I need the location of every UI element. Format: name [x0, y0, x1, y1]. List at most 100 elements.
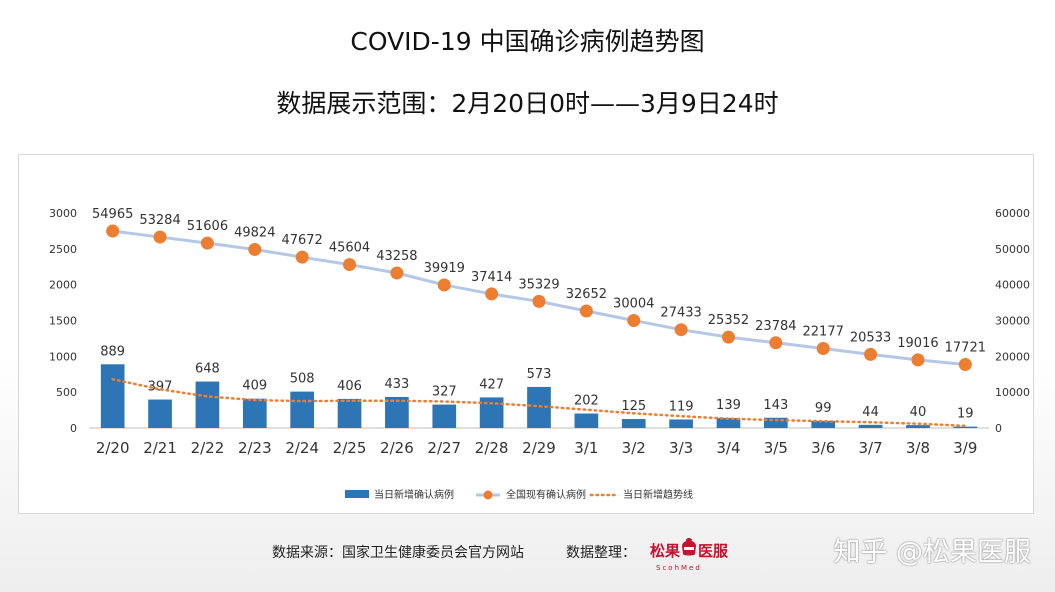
line-value-label: 47672	[281, 233, 322, 248]
bar	[858, 424, 883, 428]
x-tick-label: 3/6	[811, 439, 835, 457]
legend-swatch-bar	[345, 490, 369, 498]
bar-value-label: 125	[621, 399, 646, 414]
line-value-label: 20533	[850, 330, 891, 345]
x-tick-label: 2/20	[96, 439, 130, 457]
chart-card: 3000 2500 2000 1500 1000 500 0 60000 50000 40000 3…	[18, 154, 1034, 514]
line-point	[864, 347, 878, 361]
data-source-label: 数据来源：国家卫生健康委员会官方网站	[272, 545, 524, 561]
bar-value-label: 573	[527, 367, 552, 382]
legend-swatch-marker	[483, 490, 493, 500]
bar-value-label: 19	[957, 407, 974, 422]
line-value-label: 51606	[187, 219, 228, 234]
organizer-label: 数据整理：	[566, 545, 636, 561]
y-right-tick-label: 50000	[995, 243, 1030, 256]
bar	[337, 398, 362, 428]
line-value-label: 30004	[613, 296, 654, 311]
chart-subtitle: 数据展示范围：2月20日0时——3月9日24时	[276, 89, 779, 118]
bar	[195, 381, 220, 428]
bar	[148, 399, 172, 428]
bar-value-label: 202	[574, 394, 599, 409]
bar-value-label: 143	[763, 398, 788, 413]
line-value-label: 39919	[424, 261, 465, 276]
bar	[669, 419, 693, 428]
x-tick-label: 3/2	[622, 439, 646, 457]
line-point	[437, 278, 451, 292]
bar-value-label: 139	[716, 398, 741, 413]
bar-value-label: 406	[337, 379, 362, 394]
line-value-label: 35329	[518, 277, 559, 292]
line-value-label: 37414	[471, 270, 512, 285]
x-tick-label: 2/25	[333, 439, 367, 457]
bar-value-label: 433	[384, 377, 409, 392]
line-value-label: 22177	[803, 325, 844, 340]
watermark: 知乎 @松果医服	[833, 537, 1031, 568]
x-tick-label: 3/8	[906, 439, 930, 457]
line-point	[579, 304, 593, 318]
x-tick-label: 2/28	[475, 439, 509, 457]
bar	[527, 386, 551, 428]
y-left-tick-label: 2000	[49, 279, 77, 292]
bar-value-label: 119	[669, 399, 694, 414]
line-value-label: 23784	[755, 319, 796, 334]
chart-title: COVID-19 中国确诊病例趋势图	[350, 27, 705, 56]
line-point	[674, 323, 688, 337]
bar	[621, 419, 646, 428]
y-left-tick-label: 500	[56, 386, 77, 399]
bar	[479, 397, 504, 428]
line-value-label: 49824	[234, 225, 275, 240]
x-tick-label: 2/22	[191, 439, 225, 457]
x-tick-label: 2/23	[238, 439, 272, 457]
line-point	[390, 266, 404, 280]
bar-value-label: 508	[290, 372, 315, 387]
bar-value-label: 44	[862, 405, 879, 420]
line-point	[106, 224, 120, 238]
bar	[385, 396, 409, 428]
x-tick-label: 3/4	[716, 439, 740, 457]
y-left-tick-label: 0	[70, 422, 77, 435]
y-left-tick-label: 1500	[49, 315, 77, 328]
y-right-tick-label: 30000	[995, 315, 1030, 328]
line-point	[200, 236, 214, 250]
x-tick-label: 2/27	[427, 439, 461, 457]
y-right-tick-label: 10000	[995, 386, 1030, 399]
bar	[290, 391, 314, 428]
legend-label-trend: 当日新增趋势线	[623, 488, 693, 501]
legend-label-line: 全国现有确认病例	[506, 488, 586, 501]
bar	[242, 398, 267, 428]
bar	[100, 364, 125, 428]
line-value-label: 53284	[139, 213, 180, 228]
y-right-tick-label: 0	[995, 422, 1002, 435]
line-point	[958, 357, 972, 371]
bar-value-label: 409	[242, 379, 267, 394]
line-point	[816, 342, 830, 356]
x-tick-label: 2/24	[285, 439, 319, 457]
line-value-label: 45604	[329, 241, 370, 256]
scohmed-logo: 松果 医服 ScohMed	[650, 536, 730, 576]
line-point	[532, 294, 546, 308]
bar	[811, 420, 836, 428]
line-value-label: 27433	[660, 306, 701, 321]
line-point	[295, 250, 309, 264]
x-tick-label: 3/9	[953, 439, 977, 457]
bar-value-label: 889	[100, 344, 125, 359]
bar-value-label: 40	[910, 405, 927, 420]
x-tick-label: 3/1	[574, 439, 598, 457]
logo-subtext: ScohMed	[656, 564, 702, 572]
x-tick-label: 3/3	[669, 439, 693, 457]
bar	[906, 425, 930, 428]
x-tick-label: 2/29	[522, 439, 556, 457]
logo-text-left: 松果	[650, 542, 681, 560]
line-point	[343, 258, 357, 272]
x-tick-label: 3/7	[859, 439, 883, 457]
bar	[716, 418, 741, 428]
line-value-label: 17721	[945, 340, 986, 355]
line-value-label: 19016	[897, 336, 938, 351]
series-trendline	[111, 378, 967, 428]
line-point	[911, 353, 925, 367]
line-point	[248, 242, 262, 256]
line-point	[769, 336, 783, 350]
chart-svg: 3000 2500 2000 1500 1000 500 0 60000 50000 40000 3…	[49, 207, 1030, 501]
bar-value-label: 99	[815, 401, 832, 416]
bar-value-label: 648	[195, 362, 220, 377]
